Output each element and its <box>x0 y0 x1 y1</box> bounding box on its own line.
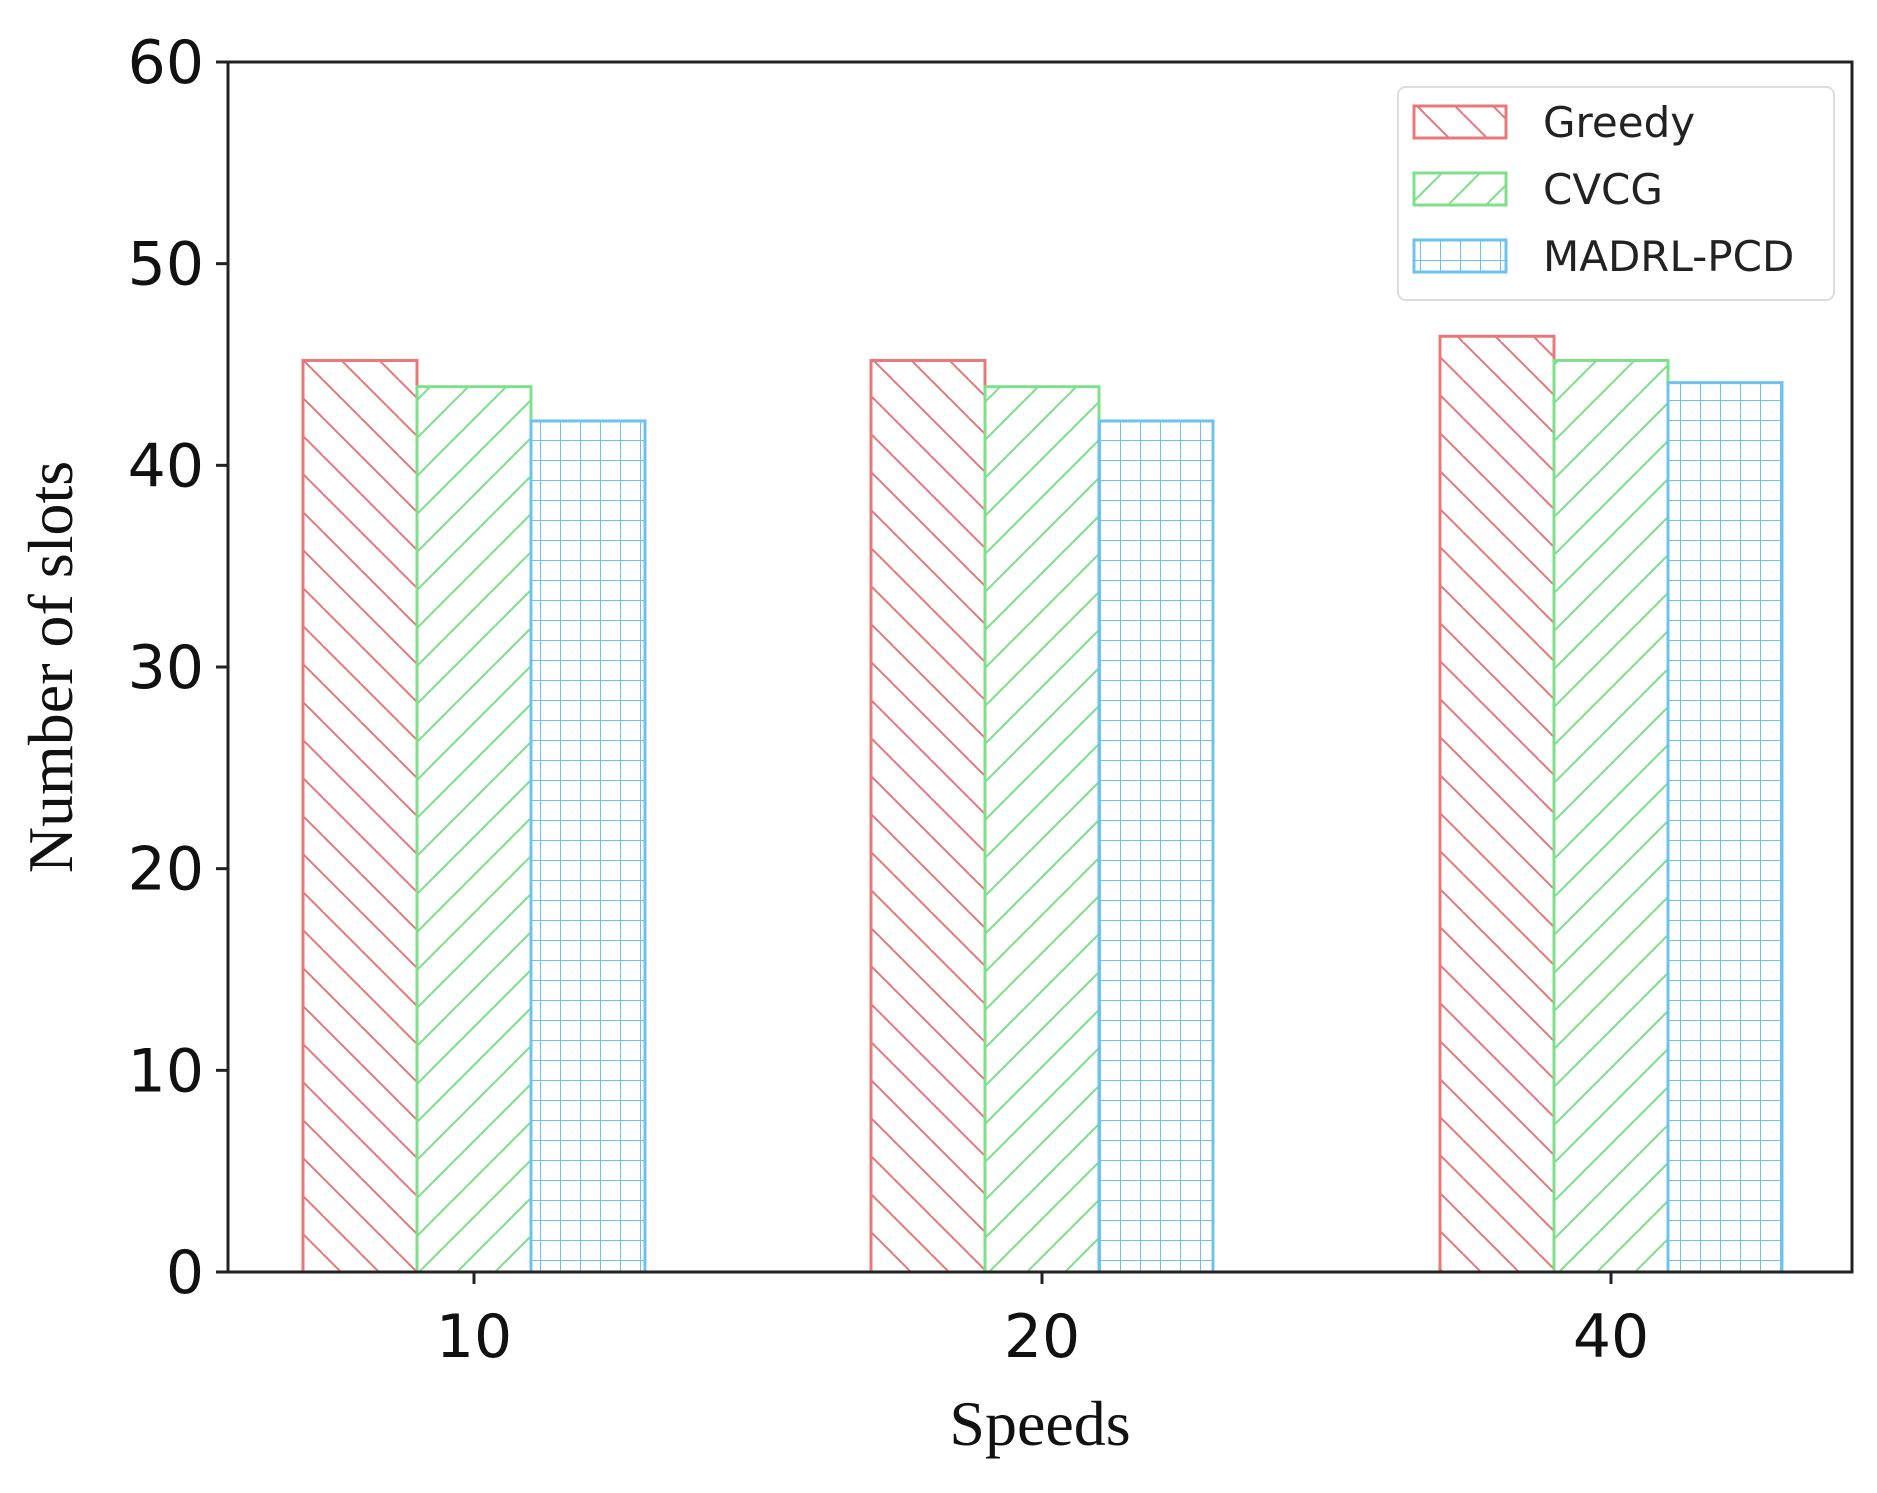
y-tick-label: 10 <box>128 1036 204 1106</box>
legend-label: Greedy <box>1543 98 1695 147</box>
legend-label: CVCG <box>1543 165 1663 214</box>
legend-swatch-cvcg <box>1412 171 1508 207</box>
bar-madrl-pcd-20 <box>1097 419 1215 1274</box>
y-tick-label: 60 <box>128 28 204 98</box>
plot-frame <box>226 60 1854 1274</box>
legend-swatch-madrl-pcd <box>1412 238 1508 274</box>
legend-swatch-greedy <box>1412 104 1508 140</box>
y-tick-label: 50 <box>128 230 204 300</box>
bar-madrl-pcd-10 <box>529 419 647 1274</box>
y-tick-label: 40 <box>128 431 204 501</box>
x-axis-ticks: 10 20 40 <box>436 1272 1649 1372</box>
bar-greedy-40 <box>1438 334 1556 1274</box>
x-tick-label: 10 <box>436 1302 512 1372</box>
y-axis-ticks: 0 10 20 30 40 50 60 <box>128 28 228 1308</box>
legend: Greedy CVCG MADRL-PCD <box>1397 86 1835 301</box>
y-tick-label: 0 <box>166 1238 204 1308</box>
bar-cvcg-10 <box>415 385 533 1274</box>
legend-label: MADRL-PCD <box>1543 232 1794 281</box>
x-tick-label: 20 <box>1004 1302 1080 1372</box>
y-axis-label: Number of slots <box>15 461 86 873</box>
bar-cvcg-20 <box>983 385 1101 1274</box>
bars-layer <box>301 334 1784 1274</box>
x-tick-label: 40 <box>1573 1302 1649 1372</box>
bar-madrl-pcd-40 <box>1666 381 1784 1274</box>
y-tick-label: 20 <box>128 835 204 905</box>
bar-cvcg-40 <box>1552 358 1670 1274</box>
bar-greedy-10 <box>301 358 419 1274</box>
y-tick-label: 30 <box>128 633 204 703</box>
bar-greedy-20 <box>869 358 987 1274</box>
x-axis-label: Speeds <box>949 1388 1130 1459</box>
